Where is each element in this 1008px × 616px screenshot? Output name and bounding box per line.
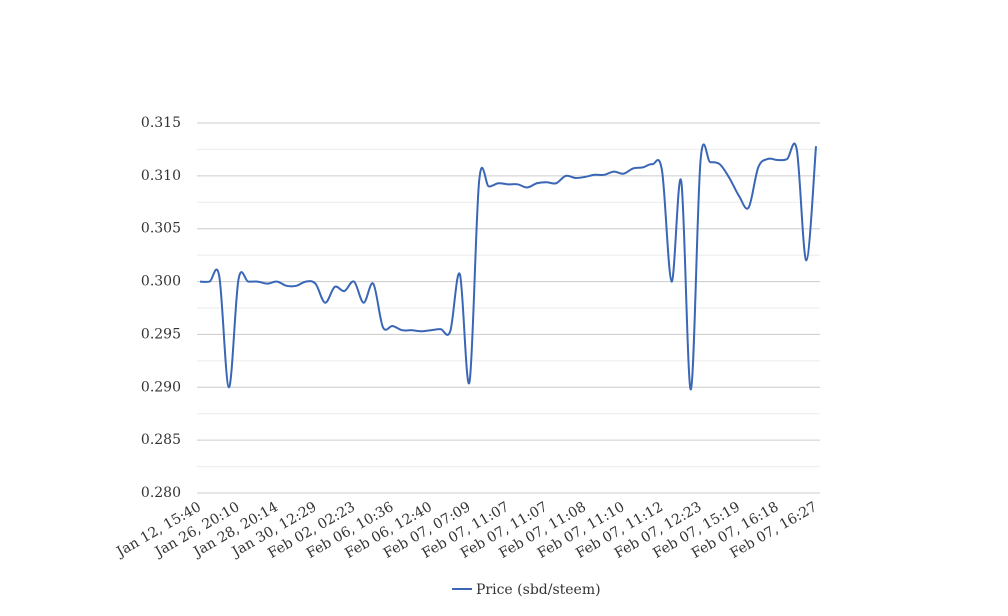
y-tick-label: 0.290 bbox=[141, 379, 181, 395]
y-tick-label: 0.315 bbox=[141, 115, 181, 131]
y-tick-label: 0.280 bbox=[141, 485, 181, 501]
y-tick-label: 0.305 bbox=[141, 221, 181, 237]
y-tick-label: 0.300 bbox=[141, 274, 181, 290]
price-line bbox=[199, 142, 817, 391]
y-tick-label: 0.310 bbox=[141, 168, 181, 184]
y-tick-label: 0.285 bbox=[141, 432, 181, 448]
legend-label: Price (sbd/steem) bbox=[476, 582, 601, 598]
y-tick-label: 0.295 bbox=[141, 326, 181, 342]
